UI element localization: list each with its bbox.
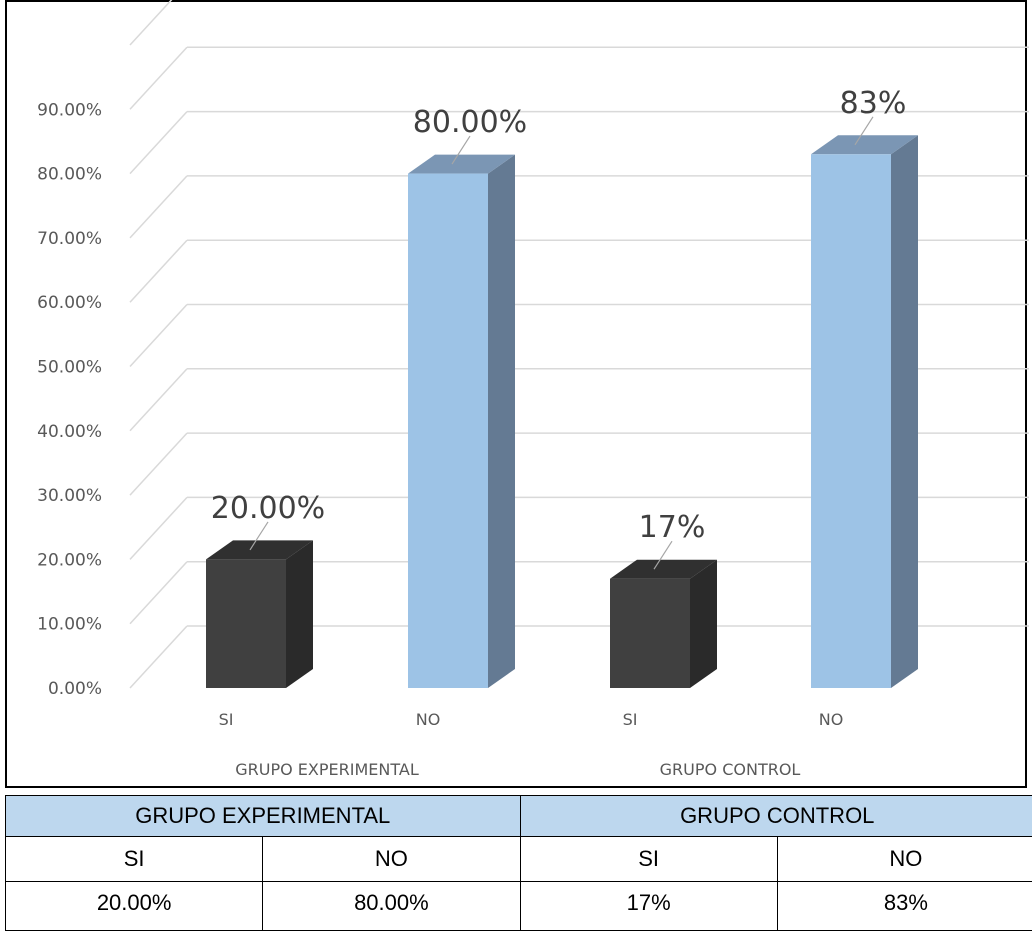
x-category-label: NO [819,710,844,729]
y-tick-label: 70.00% [37,229,102,249]
table-header-cell: NO [263,837,520,882]
y-tick-label: 30.00% [37,486,102,506]
bar-side-si [690,560,717,688]
table-row: 20.00% 80.00% 17% 83% [6,882,1032,931]
table-group-control: GRUPO CONTROL [520,796,1032,837]
y-tick-label: 80.00% [37,165,102,185]
data-label: 83% [840,86,907,121]
bar-chart: 0.00% 10.00% 20.00% 30.00% 40.00% 50.00% 60.00… [0,0,1032,790]
gridline-depth [130,497,187,559]
y-tick-label: 0.00% [48,679,102,699]
y-tick-label: 60.00% [37,293,102,313]
data-label: 80.00% [413,105,527,140]
y-tick-label: 90.00% [37,100,102,120]
bar-side-si [286,540,313,688]
data-label: 20.00% [211,491,325,526]
gridline-depth [130,626,187,688]
gridline-depth [130,562,187,624]
table-header-cell: NO [777,837,1032,882]
y-tick-label: 20.00% [37,550,102,570]
data-table: GRUPO EXPERIMENTAL GRUPO CONTROL SI NO S… [5,795,1032,931]
gridline-depth [130,176,187,238]
x-axis-labels: SI NO SI NO GRUPO EXPERIMENTAL GRUPO CONTROL [219,710,844,779]
bars [206,135,918,688]
table-header-row: SI NO SI NO [6,837,1032,882]
bar-si [206,559,286,688]
gridline-depth [130,240,187,302]
gridline-depth [130,47,187,109]
y-tick-label: 50.00% [37,358,102,378]
x-group-label: GRUPO CONTROL [660,760,801,779]
bar-side-no [488,155,515,688]
gridline-depth [130,112,187,174]
table-cell: 20.00% [6,882,263,931]
table-group-experimental: GRUPO EXPERIMENTAL [6,796,521,837]
gridline-depth [130,433,187,495]
gridline-depth [130,0,187,45]
y-tick-label: 10.00% [37,615,102,635]
table-cell: 17% [520,882,777,931]
table-header-cell: SI [520,837,777,882]
data-label: 17% [639,510,706,545]
y-axis-ticks: 0.00% 10.00% 20.00% 30.00% 40.00% 50.00% 60.00… [37,100,102,699]
bar-no [811,154,891,688]
x-category-label: SI [623,710,638,729]
table-cell: 80.00% [263,882,520,931]
gridline-depth [130,305,187,367]
table-cell: 83% [777,882,1032,931]
x-category-label: NO [416,710,441,729]
bar-si [610,579,690,688]
x-group-label: GRUPO EXPERIMENTAL [235,760,419,779]
table-group-row: GRUPO EXPERIMENTAL GRUPO CONTROL [6,796,1032,837]
gridline-depth [130,369,187,431]
x-category-label: SI [219,710,234,729]
y-tick-label: 40.00% [37,422,102,442]
table-header-cell: SI [6,837,263,882]
bar-no [408,174,488,688]
bar-side-no [891,135,918,688]
